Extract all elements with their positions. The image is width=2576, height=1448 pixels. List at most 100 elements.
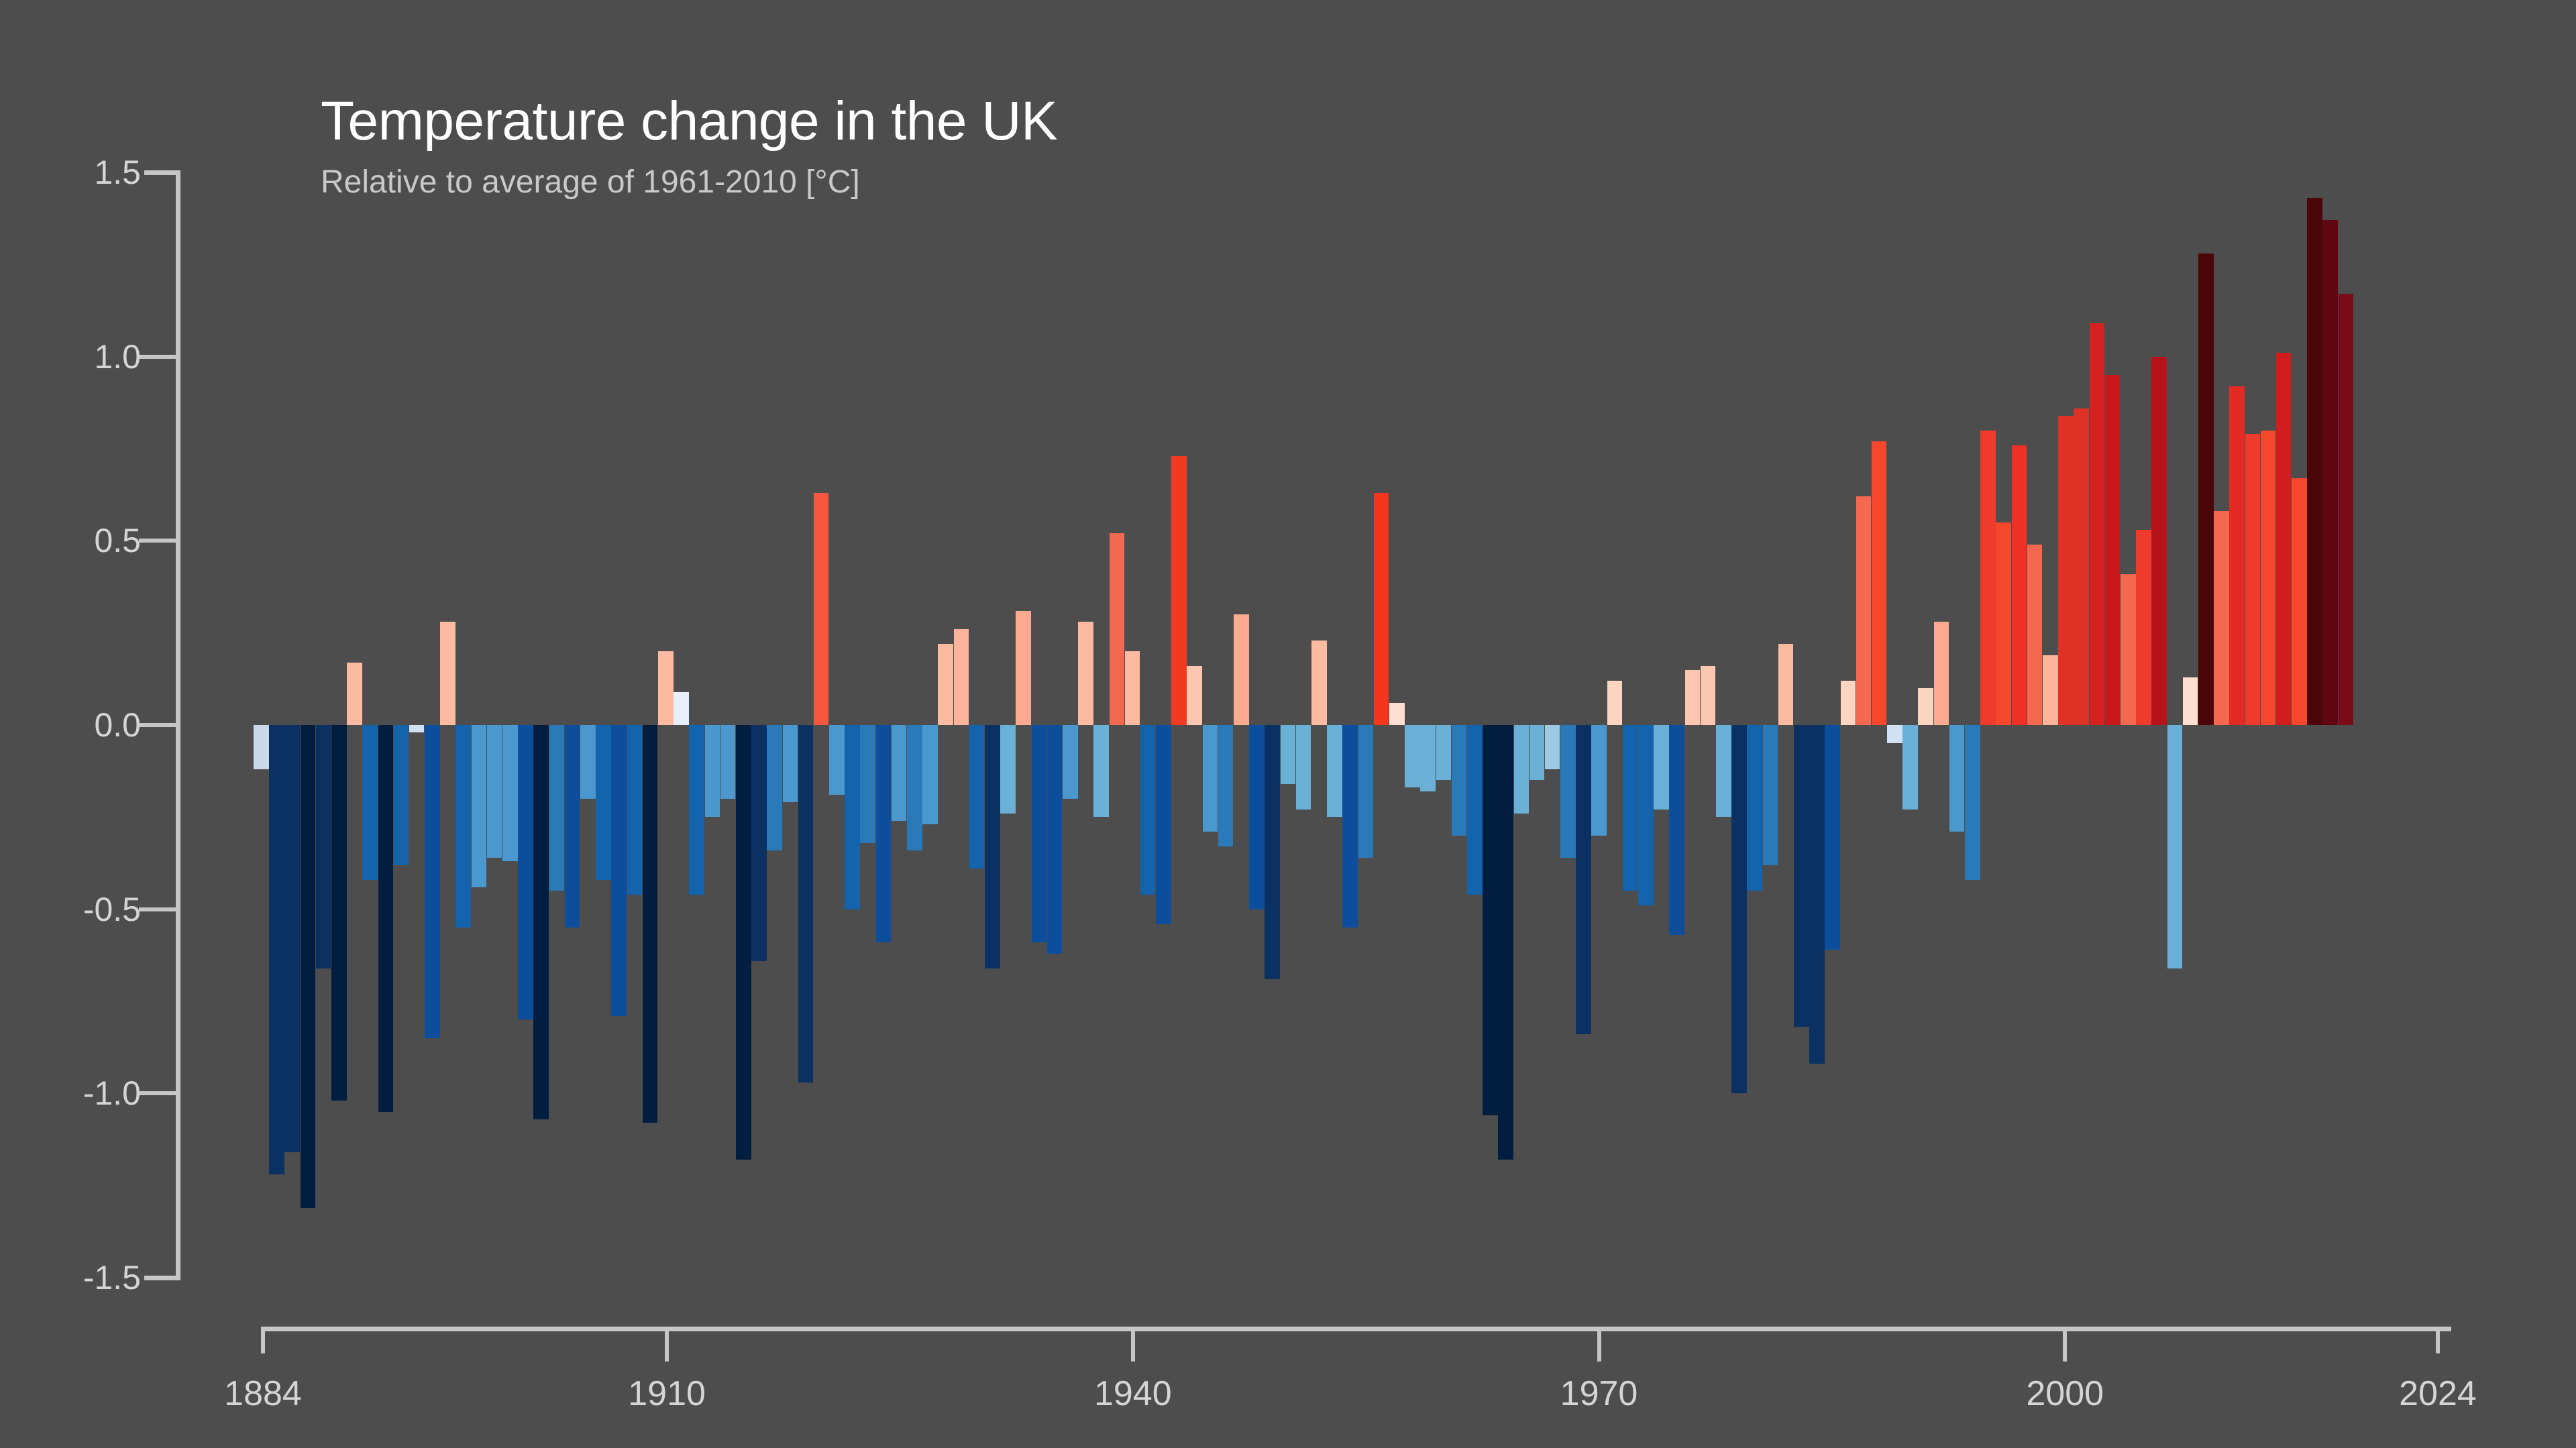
bar-1900: [502, 725, 518, 862]
bar-1923: [860, 725, 876, 843]
bar-1918: [782, 725, 798, 803]
bar-1993: [1949, 725, 1965, 832]
bar-1947: [1234, 614, 1249, 725]
bar-1917: [767, 725, 782, 850]
bar-1884: [254, 725, 269, 769]
bar-1901: [518, 725, 533, 1020]
y-tick-1.5: [144, 170, 180, 175]
bar-1983: [1793, 725, 1809, 1027]
bar-1897: [455, 725, 472, 928]
bar-2012: [2245, 434, 2261, 725]
bar-1913: [704, 725, 720, 818]
bar-1984: [1809, 725, 1825, 1064]
bar-1953: [1327, 725, 1342, 818]
bar-1962: [1466, 725, 1483, 895]
bar-1887: [300, 725, 316, 1208]
bar-1936: [1062, 725, 1078, 799]
bar-2001: [2074, 408, 2089, 725]
bar-1933: [1016, 610, 1031, 725]
bar-1991: [1918, 688, 1934, 725]
bar-1910: [657, 651, 674, 725]
bar-2007: [2167, 725, 2183, 968]
bar-1958: [1405, 725, 1420, 788]
bar-1941: [1140, 725, 1156, 895]
bar-1886: [284, 725, 300, 1153]
bar-1925: [891, 725, 907, 821]
x-tick-1940: [1130, 1327, 1135, 1361]
bar-1912: [689, 725, 704, 895]
bar-1906: [596, 725, 611, 880]
bar-1990: [1902, 725, 1918, 810]
bar-2000: [2058, 415, 2074, 725]
bar-1969: [1576, 725, 1591, 1035]
bar-1915: [735, 725, 751, 1160]
bar-1970: [1591, 725, 1607, 836]
y-tick--1.5: [144, 1276, 180, 1280]
y-tick-1.0: [139, 354, 180, 359]
bar-1979: [1731, 725, 1747, 1094]
bar-2017: [2322, 220, 2339, 725]
bar-1911: [674, 691, 689, 725]
bar-2009: [2198, 253, 2214, 725]
bar-1944: [1187, 666, 1203, 725]
bar-1950: [1280, 725, 1296, 784]
bar-2013: [2260, 430, 2276, 725]
y-tick-label-0.0: 0.0: [94, 706, 141, 744]
bar-2008: [2182, 677, 2198, 725]
bar-1896: [440, 622, 455, 725]
bar-1972: [1622, 725, 1638, 891]
bar-1939: [1109, 533, 1125, 725]
x-tick-1910: [665, 1327, 669, 1361]
bar-1959: [1420, 725, 1436, 791]
bar-1977: [1700, 666, 1716, 725]
bar-2002: [2089, 323, 2105, 725]
y-tick-label-0.5: 0.5: [94, 522, 141, 560]
y-tick-label--0.5: -0.5: [83, 890, 141, 928]
x-tick-label-1910: 1910: [628, 1374, 706, 1413]
bar-1976: [1684, 669, 1701, 725]
y-tick--0.5: [139, 907, 180, 911]
x-tick-2000: [2063, 1327, 2068, 1361]
bar-2003: [2104, 375, 2121, 725]
bar-2011: [2229, 386, 2245, 725]
bar-1938: [1093, 725, 1109, 818]
bar-1916: [751, 725, 767, 961]
x-tick-label-2024: 2024: [2399, 1374, 2477, 1413]
bar-1929: [953, 629, 969, 725]
bar-1902: [533, 725, 549, 1119]
zero-baseline: [254, 172, 2447, 174]
bar-1930: [969, 725, 985, 869]
bar-1988: [1871, 441, 1887, 725]
bar-1907: [611, 725, 627, 1016]
bar-1889: [331, 725, 347, 1101]
bar-2010: [2214, 511, 2229, 725]
bar-1986: [1840, 681, 1856, 725]
bar-1987: [1856, 496, 1872, 725]
bar-1995: [1980, 430, 1996, 725]
bar-1935: [1046, 725, 1063, 954]
bar-2005: [2136, 529, 2151, 725]
bar-2016: [2307, 198, 2322, 725]
bar-2006: [2151, 356, 2167, 725]
bar-1961: [1451, 725, 1467, 836]
bar-1967: [1544, 725, 1560, 769]
bar-2004: [2120, 573, 2136, 725]
bar-1927: [922, 725, 938, 825]
bar-1999: [2043, 655, 2058, 725]
bar-1943: [1171, 455, 1187, 725]
bar-1934: [1031, 725, 1047, 943]
bar-1997: [2011, 445, 2027, 725]
title-block: Temperature change in the UK Relative to…: [321, 94, 1931, 201]
bar-2018: [2338, 294, 2354, 725]
bar-1931: [985, 725, 1000, 968]
bar-1975: [1669, 725, 1684, 936]
bar-1960: [1436, 725, 1452, 781]
bar-1963: [1483, 725, 1498, 1116]
bar-1971: [1607, 681, 1623, 725]
bar-1954: [1342, 725, 1358, 928]
y-tick-label-1.5: 1.5: [94, 154, 141, 191]
bar-1945: [1202, 725, 1218, 832]
bar-1951: [1295, 725, 1311, 810]
chart-subtitle: Relative to average of 1961-2010 [°C]: [321, 164, 860, 200]
bar-1898: [471, 725, 487, 887]
